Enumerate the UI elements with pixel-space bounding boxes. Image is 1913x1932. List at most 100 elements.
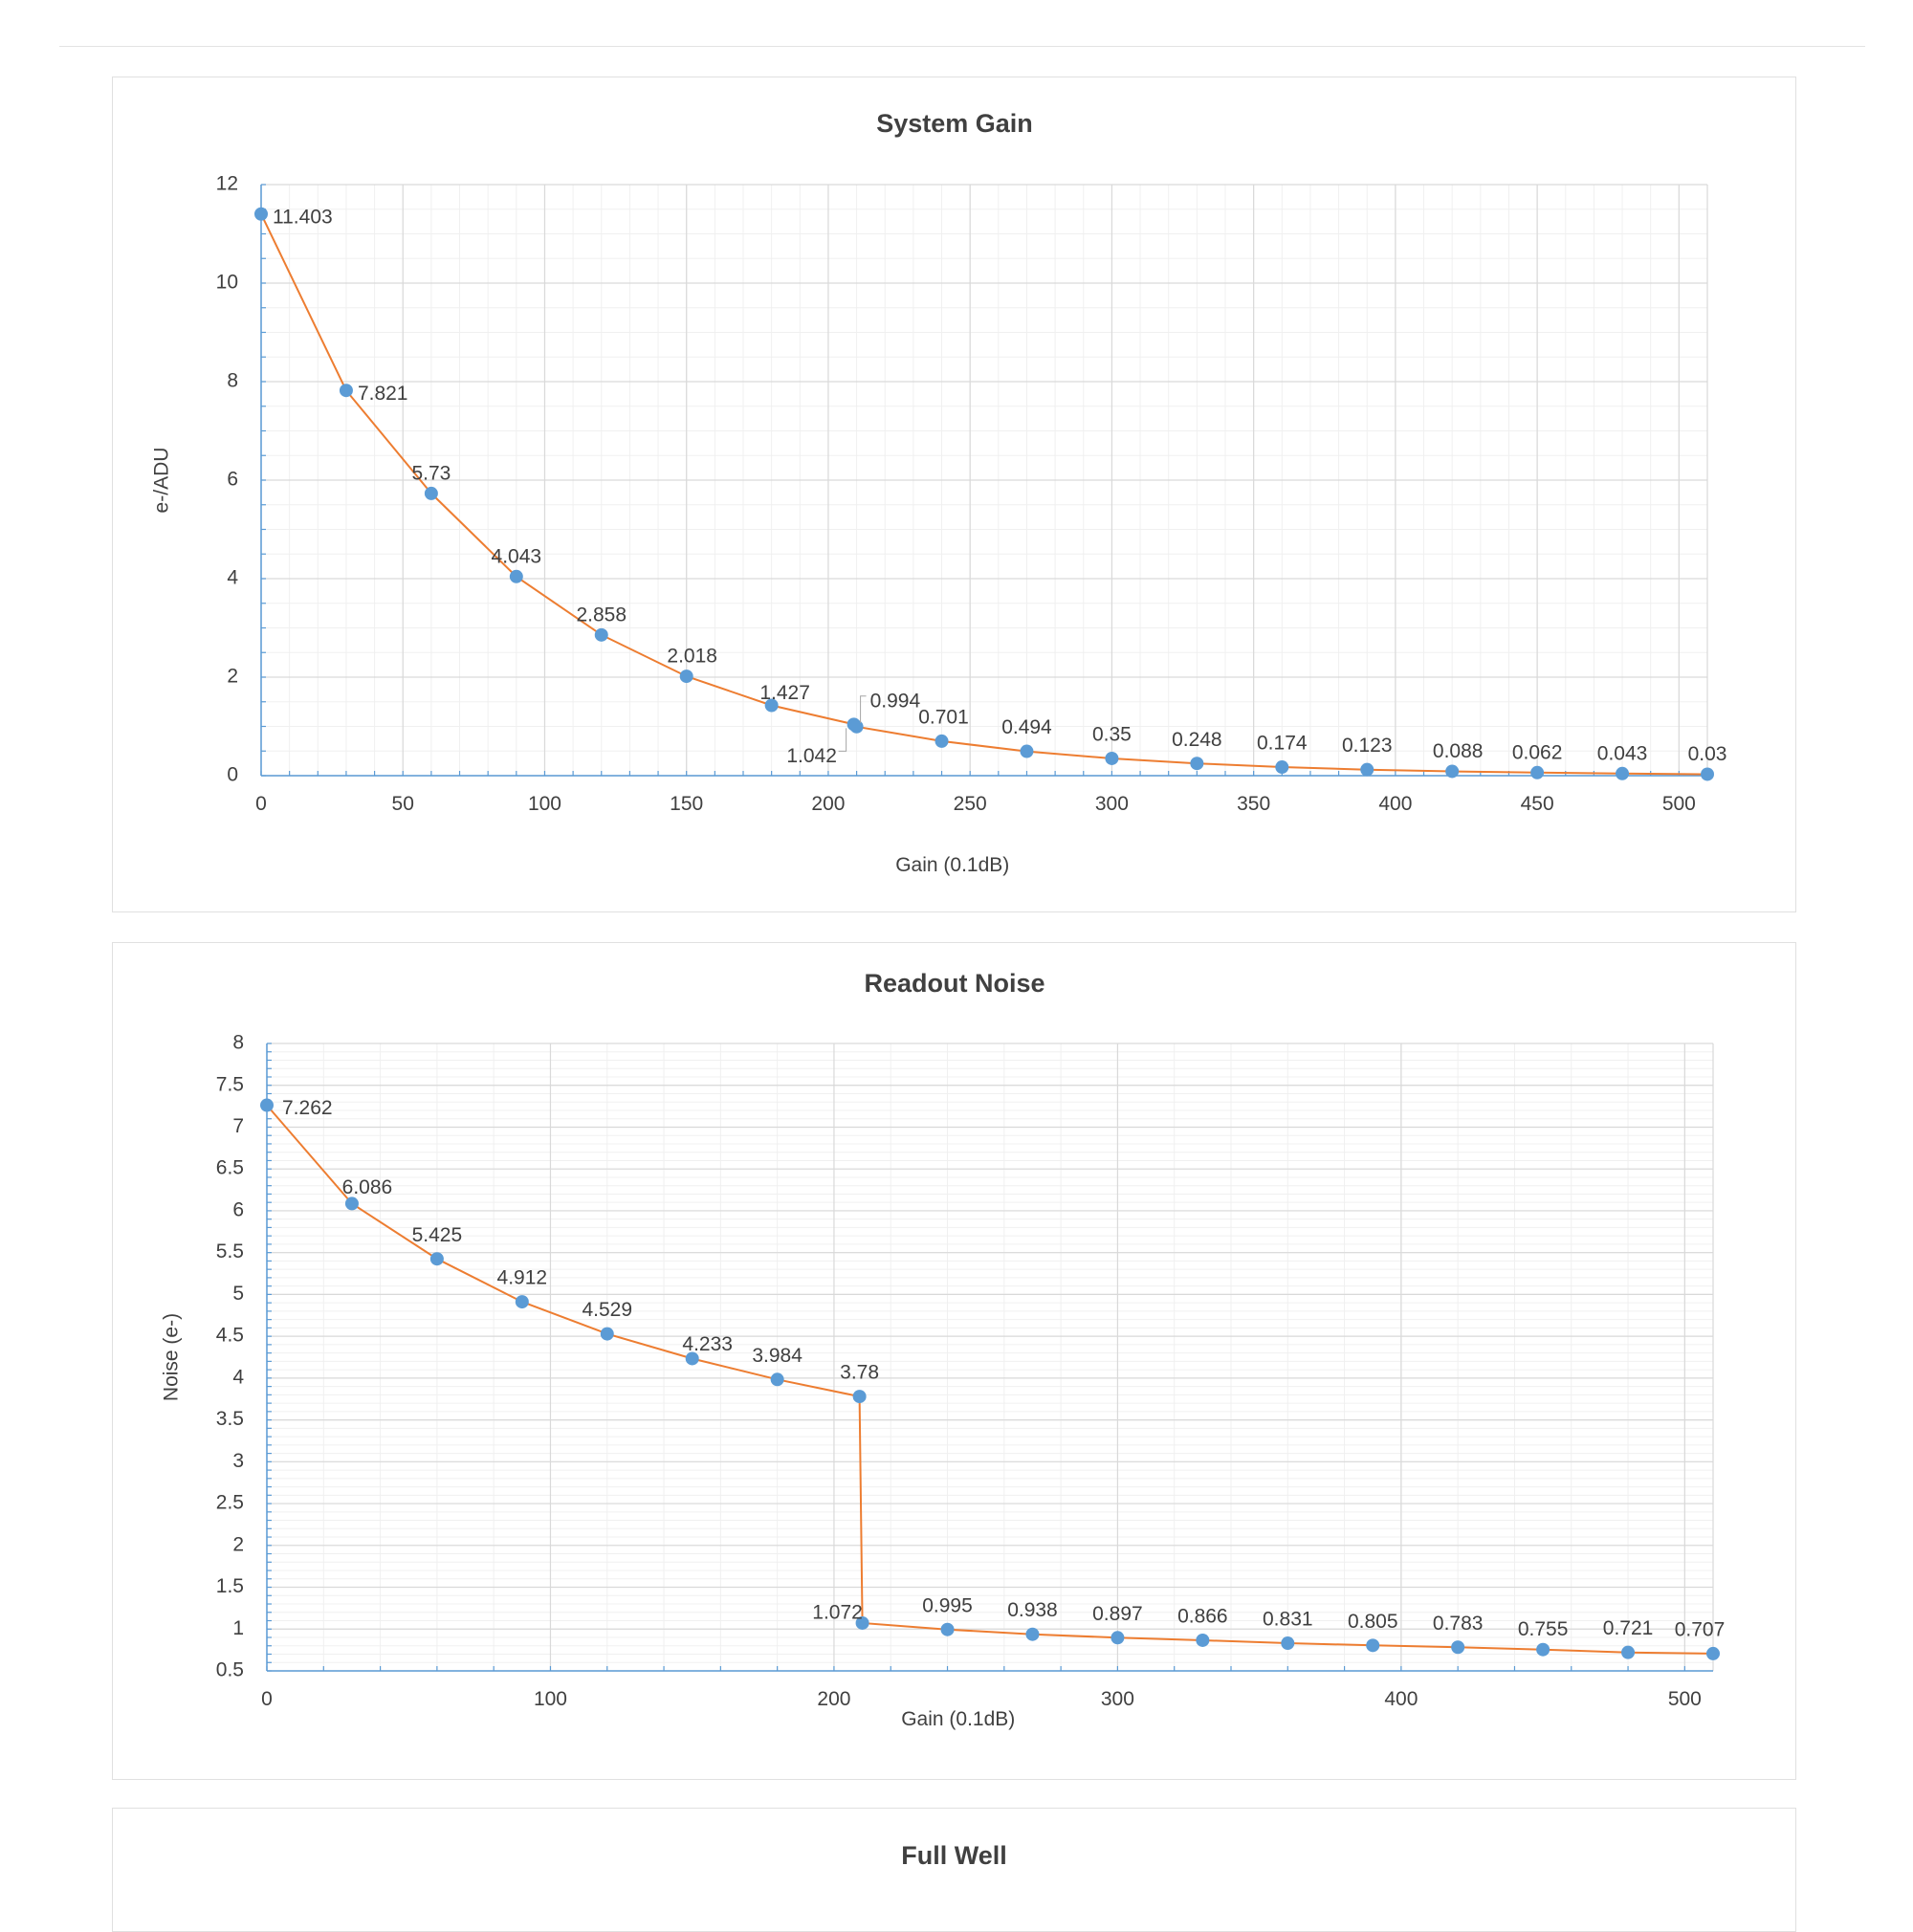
data-point <box>1701 767 1714 781</box>
data-label: 4.043 <box>492 545 542 567</box>
data-label: 0.995 <box>922 1594 973 1616</box>
y-tick-label: 8 <box>232 1032 244 1054</box>
data-point <box>1706 1646 1720 1660</box>
data-point <box>849 719 864 734</box>
minor-grid <box>266 1043 1713 1672</box>
chart-title: Full Well <box>901 1841 1007 1870</box>
data-label: 7.262 <box>282 1097 333 1119</box>
data-label: 0.062 <box>1512 741 1563 763</box>
data-point <box>679 670 693 684</box>
data-label: 0.805 <box>1348 1611 1398 1633</box>
data-label: 2.858 <box>576 604 627 626</box>
data-point <box>1530 765 1545 779</box>
y-tick-label: 4 <box>227 567 238 589</box>
data-point <box>852 1390 867 1404</box>
data-label: 0.938 <box>1007 1599 1058 1621</box>
y-tick-label: 5.5 <box>216 1240 244 1262</box>
data-label: 2.018 <box>667 646 717 668</box>
data-point <box>940 1622 955 1636</box>
x-tick-label: 450 <box>1521 793 1554 815</box>
data-label: 0.03 <box>1688 743 1727 765</box>
data-point <box>429 1252 444 1266</box>
y-tick-label: 10 <box>216 272 238 294</box>
x-axis-title: Gain (0.1dB) <box>901 1708 1015 1730</box>
y-tick-label: 2.5 <box>216 1492 244 1514</box>
y-tick-label: 8 <box>227 370 238 392</box>
top-divider <box>59 46 1865 47</box>
data-point <box>515 1295 529 1309</box>
chart-title: Readout Noise <box>864 969 1044 998</box>
data-point <box>1105 751 1119 765</box>
major-grid <box>266 1043 1714 1672</box>
data-label: 0.248 <box>1172 729 1222 751</box>
data-point <box>685 1351 699 1366</box>
data-label-leader <box>838 728 847 752</box>
x-tick-label: 200 <box>811 793 845 815</box>
data-point <box>1196 1633 1210 1647</box>
y-tick-label: 4.5 <box>216 1325 244 1347</box>
data-label: 0.494 <box>1001 716 1052 738</box>
data-point <box>935 734 949 748</box>
x-tick-label: 400 <box>1384 1688 1418 1710</box>
y-tick-label: 7 <box>232 1115 244 1137</box>
y-tick-label: 6 <box>227 469 238 491</box>
data-label: 0.35 <box>1092 724 1132 746</box>
data-label: 1.427 <box>759 682 810 704</box>
readout-noise-chart: Readout Noise 0 100 200 300 400 500 0.5 1 1.5 2 2.5… <box>161 969 1726 1730</box>
data-point <box>344 1197 359 1211</box>
y-tick-label: 0.5 <box>216 1659 244 1681</box>
y-tick-label: 1 <box>232 1617 244 1639</box>
data-point <box>1110 1631 1125 1645</box>
y-tick-label: 0 <box>227 764 238 786</box>
data-label: 3.984 <box>752 1345 803 1367</box>
data-label: 0.088 <box>1433 740 1484 762</box>
x-tick-label: 300 <box>1101 1688 1134 1710</box>
x-tick-label: 500 <box>1668 1688 1702 1710</box>
data-label: 7.821 <box>358 383 408 405</box>
axis-tick-marks <box>266 1043 1685 1672</box>
y-tick-label: 12 <box>216 173 238 195</box>
y-tick-label: 6 <box>232 1198 244 1220</box>
data-point <box>1616 766 1630 780</box>
data-point <box>254 207 268 221</box>
major-grid <box>260 184 1708 777</box>
y-tick-label: 4 <box>232 1366 244 1388</box>
x-tick-label: 200 <box>817 1688 850 1710</box>
data-point <box>1360 762 1374 777</box>
x-tick-label: 50 <box>392 793 414 815</box>
data-label: 0.897 <box>1092 1603 1143 1625</box>
x-tick-label: 150 <box>670 793 703 815</box>
data-point <box>1190 757 1204 771</box>
y-tick-label: 7.5 <box>216 1073 244 1095</box>
y-tick-label: 3.5 <box>216 1408 244 1430</box>
data-label: 5.73 <box>411 462 451 484</box>
y-tick-label: 3 <box>232 1450 244 1472</box>
data-point <box>1366 1638 1380 1653</box>
y-tick-label: 6.5 <box>216 1157 244 1179</box>
data-label-leader <box>860 695 867 723</box>
y-tick-label: 2 <box>232 1533 244 1555</box>
y-axis-title: e-/ADU <box>151 448 173 514</box>
data-label: 11.403 <box>273 206 333 228</box>
y-tick-label: 5 <box>232 1283 244 1305</box>
data-label: 3.78 <box>840 1362 879 1384</box>
y-axis-title: Noise (e-) <box>161 1313 183 1401</box>
full-well-chart-panel: Full Well <box>112 1808 1796 1932</box>
data-label: 0.721 <box>1603 1617 1654 1639</box>
data-label: 4.233 <box>682 1333 733 1355</box>
series-line <box>266 1104 1714 1655</box>
data-point <box>1281 1636 1295 1651</box>
data-label: 0.831 <box>1263 1609 1313 1631</box>
x-tick-label: 100 <box>528 793 561 815</box>
data-point <box>600 1327 614 1341</box>
data-point <box>1020 744 1034 758</box>
data-point <box>260 1098 274 1112</box>
data-point <box>1536 1642 1550 1657</box>
data-label: 0.043 <box>1597 742 1648 764</box>
data-label: 4.529 <box>582 1299 632 1321</box>
data-label: 0.866 <box>1177 1606 1228 1628</box>
chart-title: System Gain <box>876 109 1033 138</box>
data-point <box>764 698 779 713</box>
x-tick-label: 350 <box>1237 793 1270 815</box>
